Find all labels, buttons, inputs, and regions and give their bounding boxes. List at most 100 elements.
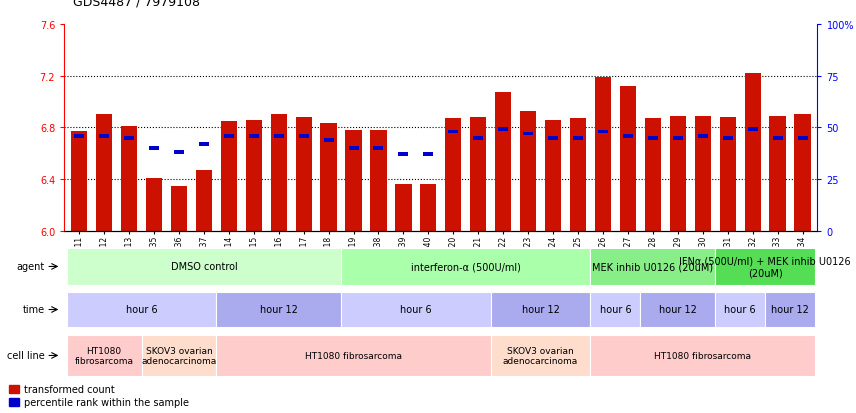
Text: IFNα (500U/ml) + MEK inhib U0126
(20uM): IFNα (500U/ml) + MEK inhib U0126 (20uM)	[680, 256, 851, 278]
Text: transformed count: transformed count	[23, 384, 115, 394]
Text: hour 12: hour 12	[771, 305, 809, 315]
Text: hour 12: hour 12	[259, 305, 298, 315]
Bar	[716, 248, 815, 285]
Bar	[520, 111, 536, 231]
Bar	[595, 78, 611, 231]
Bar	[798, 136, 807, 140]
Bar	[745, 74, 761, 231]
Bar	[99, 134, 109, 138]
Text: hour 6: hour 6	[600, 305, 631, 315]
Text: HT1080 fibrosarcoma: HT1080 fibrosarcoma	[305, 351, 402, 360]
Text: GDS4487 / 7979108: GDS4487 / 7979108	[73, 0, 199, 8]
Bar	[722, 136, 733, 140]
Bar	[346, 131, 361, 231]
Bar	[648, 136, 658, 140]
Bar	[67, 248, 341, 285]
Bar	[623, 134, 633, 138]
Text: HT1080
fibrosarcoma: HT1080 fibrosarcoma	[74, 346, 134, 365]
Bar	[398, 153, 408, 157]
Bar	[149, 147, 159, 151]
Bar	[545, 120, 562, 231]
Bar	[196, 171, 212, 231]
Bar	[270, 115, 287, 231]
Bar	[573, 136, 583, 140]
Bar	[770, 116, 786, 231]
Text: time: time	[23, 305, 45, 315]
Bar	[141, 335, 217, 376]
Bar	[341, 248, 591, 285]
Bar	[765, 293, 815, 327]
Bar	[9, 385, 19, 393]
Bar	[223, 134, 234, 138]
Bar	[324, 138, 334, 142]
Text: percentile rank within the sample: percentile rank within the sample	[23, 397, 188, 407]
Bar	[341, 293, 490, 327]
Bar	[199, 142, 209, 147]
Bar	[716, 293, 765, 327]
Bar	[645, 119, 661, 231]
Bar	[747, 128, 758, 132]
Bar	[221, 121, 237, 231]
Bar	[74, 134, 84, 138]
Bar	[373, 147, 383, 151]
Bar	[490, 293, 591, 327]
Bar	[773, 136, 782, 140]
Text: hour 6: hour 6	[400, 305, 431, 315]
Bar	[470, 118, 486, 231]
Text: SKOV3 ovarian
adenocarcinoma: SKOV3 ovarian adenocarcinoma	[141, 346, 217, 365]
Bar	[591, 293, 640, 327]
Bar	[217, 335, 490, 376]
Text: cell line: cell line	[7, 351, 45, 361]
Bar	[146, 178, 162, 231]
Bar	[274, 134, 283, 138]
Text: DMSO control: DMSO control	[170, 262, 237, 272]
Bar	[67, 293, 217, 327]
Bar	[498, 128, 508, 132]
Text: hour 12: hour 12	[659, 305, 697, 315]
Bar	[217, 293, 341, 327]
Bar	[246, 120, 262, 231]
Text: hour 6: hour 6	[126, 305, 158, 315]
Bar	[96, 115, 112, 231]
Bar	[449, 130, 458, 134]
Bar	[424, 153, 433, 157]
Text: agent: agent	[17, 262, 45, 272]
Bar	[320, 124, 336, 231]
Bar	[348, 147, 359, 151]
Bar	[174, 151, 184, 155]
Bar	[694, 116, 710, 231]
Bar	[67, 335, 141, 376]
Bar	[445, 119, 461, 231]
Bar	[71, 132, 87, 231]
Bar	[720, 118, 736, 231]
Bar	[570, 119, 586, 231]
Bar	[669, 116, 686, 231]
Bar	[295, 118, 312, 231]
Bar	[640, 293, 716, 327]
Text: interferon-α (500U/ml): interferon-α (500U/ml)	[411, 262, 520, 272]
Bar	[473, 136, 484, 140]
Bar	[548, 136, 558, 140]
Bar	[598, 130, 608, 134]
Bar	[591, 335, 815, 376]
Bar	[591, 248, 716, 285]
Bar	[171, 186, 187, 231]
Text: MEK inhib U0126 (20uM): MEK inhib U0126 (20uM)	[592, 262, 713, 272]
Bar	[9, 398, 19, 406]
Bar	[620, 87, 636, 231]
Bar	[490, 335, 591, 376]
Text: hour 6: hour 6	[724, 305, 756, 315]
Bar	[124, 136, 134, 140]
Bar	[249, 134, 259, 138]
Bar	[395, 185, 412, 231]
Bar	[495, 93, 511, 231]
Bar	[299, 134, 309, 138]
Bar	[420, 185, 437, 231]
Bar	[523, 132, 533, 136]
Text: hour 12: hour 12	[521, 305, 560, 315]
Bar	[371, 131, 387, 231]
Bar	[794, 115, 811, 231]
Bar	[673, 136, 683, 140]
Text: HT1080 fibrosarcoma: HT1080 fibrosarcoma	[654, 351, 752, 360]
Text: SKOV3 ovarian
adenocarcinoma: SKOV3 ovarian adenocarcinoma	[503, 346, 579, 365]
